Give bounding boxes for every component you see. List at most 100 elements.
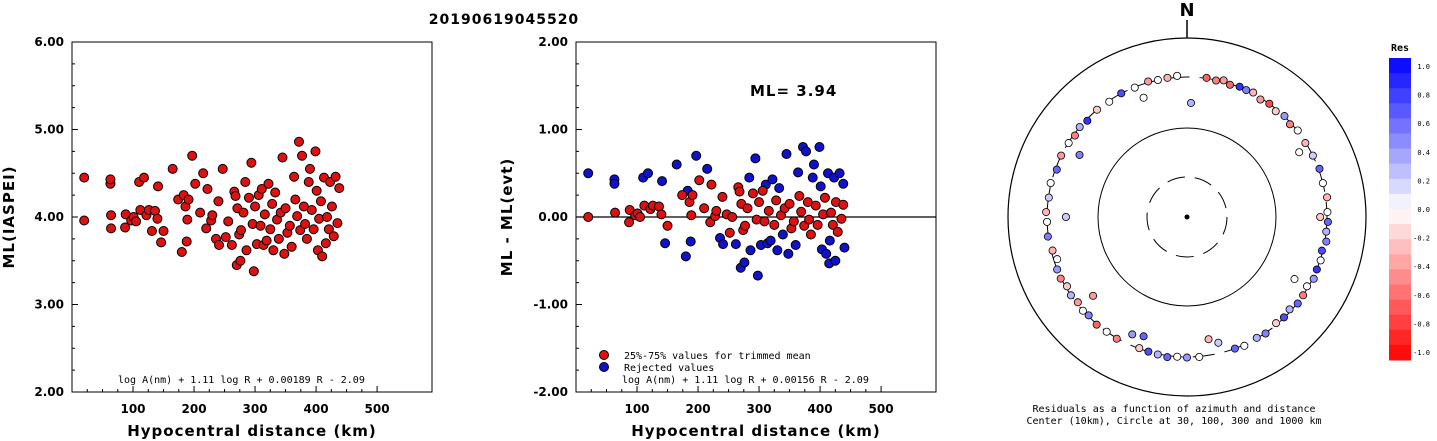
rejected-point [685,236,696,247]
data-point [243,192,254,203]
x-tick-label: 500 [365,402,390,416]
legend-accepted-label: 25%-75% values for trimmed mean [624,351,811,362]
accepted-point [635,212,646,222]
station-residual-point [1323,208,1332,217]
data-point [270,187,281,198]
data-point [315,196,326,207]
station-residual-point [1240,341,1249,350]
azimuth-polar-panel: N Residuals as a function of azimuth and… [1007,0,1367,427]
accepted-point [804,214,815,225]
y-tick-label: -2.00 [533,385,568,399]
data-point [326,201,337,212]
station-residual-point [1202,73,1211,82]
data-point [290,194,301,205]
station-residual-point [1153,350,1162,359]
rejected-point [739,257,750,268]
station-residual-point [1280,112,1289,121]
station-residual-point [1272,319,1281,328]
station-residual-point [1299,291,1308,300]
accepted-point [788,216,799,227]
station-residual-point [1256,95,1265,104]
data-point [268,245,279,256]
x-tick-label: 200 [182,402,207,416]
data-point [317,251,328,262]
data-point [156,237,167,248]
accepted-point [686,210,697,221]
rejected-point [839,242,850,253]
data-point [286,241,297,252]
station-residual-point [1316,212,1325,221]
accepted-point [610,207,621,218]
data-point [280,203,291,214]
data-point [330,171,341,182]
station-residual-point [1293,126,1302,135]
station-residual-point [1317,246,1326,255]
station-residual-point [1261,329,1270,338]
rejected-point [657,176,668,187]
station-residual-point [1302,282,1311,291]
data-point [167,163,178,174]
data-point [79,172,90,183]
legend-rejected-label: Rejected values [624,363,714,374]
rejected-point [801,146,812,157]
north-label: N [1179,0,1194,21]
data-point [250,201,261,212]
station-residual-point [1230,344,1239,353]
data-point [214,240,225,250]
colorbar-cell [1389,224,1411,240]
data-point [226,240,237,250]
station-residual-point [1186,98,1195,107]
accepted-point [742,203,753,214]
rejected-point [750,153,761,164]
colorbar-tick-label: 0.6 [1417,120,1430,128]
data-point [176,247,187,257]
data-point [220,232,231,243]
data-point [241,245,252,256]
data-point [182,214,193,225]
station-residual-point [1092,320,1101,329]
station-residual-point [1322,227,1331,236]
data-point [131,216,142,227]
caption-line-1: Residuals as a function of azimuth and d… [1033,404,1316,415]
x-tick-label: 200 [686,402,711,416]
x-tick-label: 100 [624,402,649,416]
accepted-point [687,190,698,201]
accepted-point [794,191,805,201]
accepted-point [827,219,838,230]
station-residual-point [1056,274,1065,283]
rejected-point [730,239,741,250]
colorbar-title: Res [1391,43,1409,54]
rejected-point [680,251,691,262]
station-residual-point [1075,122,1084,131]
ml-distance-panel: ML(IASPEI) Hypocentral distance (km) log… [0,35,433,440]
station-residual-point [1048,246,1057,255]
colorbar-tick-label: -1.0 [1413,349,1430,357]
data-point [273,233,284,244]
data-point [106,223,117,234]
station-residual-point [1225,80,1234,89]
colorbar-cell [1389,299,1411,316]
data-point [332,218,343,229]
data-point [139,172,149,183]
accepted-point [740,220,751,231]
rejected-point [767,174,778,185]
station-residual-point [1053,255,1062,264]
accepted-point [724,227,735,238]
colorbar-tick-label: -0.2 [1413,235,1430,243]
colorbar-cell [1389,193,1411,210]
data-point [320,238,331,249]
station-residual-point [1084,311,1093,320]
data-point [310,146,321,157]
colorbar-tick-label: 1.0 [1417,63,1430,71]
accepted-point [836,213,847,224]
data-point [207,210,218,221]
station-residual-point [1290,275,1299,284]
accepted-point [754,197,765,208]
accepted-point [819,192,830,203]
station-residual-point [1153,76,1162,85]
residual-distance-panel: ML - ML(evt) Hypocentral distance (km) M… [498,35,937,440]
station-residual-point [1265,99,1274,108]
rejected-point [793,167,804,178]
rejected-point [781,149,792,159]
accepted-point [694,175,705,186]
